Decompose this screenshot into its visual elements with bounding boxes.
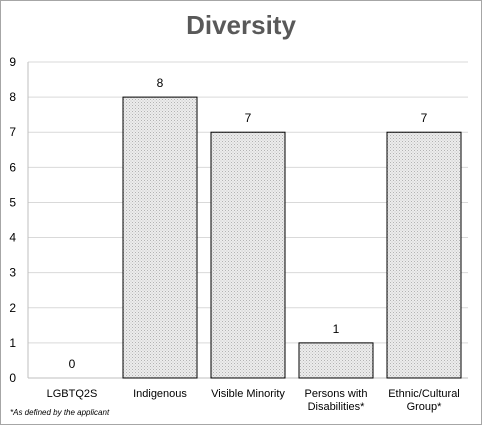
data-label: 0 [69, 357, 76, 371]
x-tick-label: LGBTQ2S [47, 388, 98, 400]
y-tick-label: 7 [9, 125, 16, 139]
y-tick-label: 8 [9, 90, 16, 104]
x-tick-label: Indigenous [133, 388, 187, 400]
x-tick-label: Persons with [305, 388, 368, 400]
y-tick-label: 6 [9, 160, 16, 174]
x-tick-label: Disabilities* [308, 401, 366, 413]
x-tick-label: Visible Minority [211, 388, 285, 400]
data-label: 7 [245, 111, 252, 125]
bar [386, 131, 462, 379]
y-tick-label: 0 [9, 371, 16, 385]
y-tick-label: 2 [9, 301, 16, 315]
x-tick-label: Ethnic/Cultural [388, 388, 460, 400]
bar [122, 96, 198, 379]
chart-title: Diversity [186, 10, 296, 40]
y-tick-label: 4 [9, 231, 16, 245]
data-label: 7 [421, 111, 428, 125]
data-label: 1 [333, 322, 340, 336]
bar [210, 131, 286, 379]
y-tick-label: 3 [9, 266, 16, 280]
x-tick-label: Group* [407, 401, 443, 413]
y-tick-label: 9 [9, 55, 16, 69]
data-label: 8 [157, 76, 164, 90]
y-tick-label: 5 [9, 195, 16, 209]
bar [298, 342, 374, 379]
footnote: *As defined by the applicant [10, 408, 110, 417]
y-tick-label: 1 [9, 336, 16, 350]
